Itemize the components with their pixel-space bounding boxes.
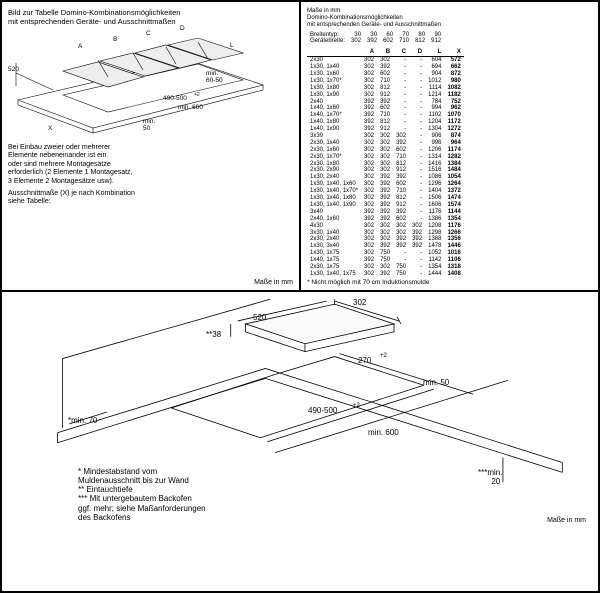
- dim-520b: 520: [253, 313, 266, 322]
- dim-min6050: min. 60-50: [206, 70, 223, 84]
- dim-490: 490-500: [163, 95, 187, 102]
- footer-masse-2: Maße in mm: [547, 517, 586, 524]
- table-row: 1x40, 1x80392812--12041172: [307, 119, 464, 126]
- table-row: 1x30, 1x40, 1x70*302392710-14041372: [307, 188, 464, 195]
- text-montage: Bei Einbau zweier oder mehrerer Elemente…: [8, 144, 293, 186]
- note-3: *** Mit untergebautem Backofen ggf. mehr…: [78, 494, 358, 522]
- title-top-left: Bild zur Tabelle Domino-Kombinationsmögl…: [8, 8, 293, 26]
- dim-L: L: [230, 42, 234, 49]
- dim-p2: +2: [194, 92, 200, 98]
- dim-min600: min. 600: [178, 104, 203, 111]
- note-1: * Mindestabstand vom Muldenausschnitt bi…: [78, 467, 358, 485]
- note-2: ** Eintauchtiefe: [78, 485, 358, 494]
- table-row: 2x30, 1x80302302812-14161384: [307, 161, 464, 168]
- dim-min50: min. 50: [143, 118, 155, 132]
- dim-270: 270: [358, 356, 371, 365]
- dim-min20: ***min. 20: [478, 468, 502, 486]
- title-top-right: Maße in mm Domino-Kombinationsmöglichkei…: [307, 8, 592, 30]
- table-row: 2x40, 1x60392392602-13861354: [307, 216, 464, 223]
- dim-p2b: +2: [353, 403, 360, 409]
- table-row: 1x30, 1x90302912--12141182: [307, 92, 464, 99]
- table-row: 2x30, 1x70*302302710-13141282: [307, 154, 464, 161]
- table-row: 3x40392392392-11761144: [307, 209, 464, 216]
- installation-diagram: 302 520 **38 270 +2 min. 50 490-500 +2 m…: [8, 298, 592, 528]
- table-row: 1x30, 3x4030239239239214781446: [307, 243, 464, 250]
- table-row: 1x40, 1x60392602--994962: [307, 105, 464, 112]
- table-row: 1x30, 1x75302750--10521016: [307, 250, 464, 257]
- table-row: 1x30, 1x40, 1x90302392912-16061574: [307, 202, 464, 209]
- dim-A: A: [78, 43, 82, 50]
- table-row: 1x40, 1x75392750--11421106: [307, 257, 464, 264]
- table-row: 1x30, 1x40, 1x75302392750-14441408: [307, 271, 464, 278]
- panel-table: Maße in mm Domino-Kombinationsmöglichkei…: [300, 1, 599, 291]
- table-row: 2x30, 2x4030230239239213881356: [307, 236, 464, 243]
- dim-38: **38: [206, 330, 221, 339]
- dim-min70: *min. 70: [68, 416, 97, 425]
- dim-520: 520: [8, 66, 19, 73]
- dim-p2a: +2: [380, 353, 387, 359]
- table-row: 2x30, 1x75302302750-13541318: [307, 264, 464, 271]
- dim-min50b: min. 50: [423, 378, 449, 387]
- table-row: 1x30, 1x40, 1x80302392812-15061474: [307, 195, 464, 202]
- panel-installation-diagram: 302 520 **38 270 +2 min. 50 490-500 +2 m…: [1, 291, 599, 592]
- table-row: 2x30, 1x40302302392-996964: [307, 140, 464, 147]
- table-row: 1x40, 1x70*392710--11021070: [307, 112, 464, 119]
- table-row: 3x30, 1x4030230230239212981266: [307, 230, 464, 237]
- table-row: 3x30302302302-906874: [307, 133, 464, 140]
- dim-X: X: [48, 125, 52, 132]
- notes-block: * Mindestabstand vom Muldenausschnitt bi…: [78, 467, 358, 522]
- table-row: 1x30, 2x40302392392-10861054: [307, 174, 464, 181]
- table-row: 2x30302302--604572: [307, 57, 464, 64]
- footnote-70cm: * Nicht möglich mit 70 cm Induktionsmuld…: [307, 279, 429, 286]
- dim-min600b: min. 600: [368, 428, 399, 437]
- footer-masse-1: Maße in mm: [254, 279, 293, 286]
- dim-C: C: [146, 30, 151, 37]
- table-row: 2x40392392--784752: [307, 99, 464, 106]
- isometric-diagram: 520 A B C D L X min. 60-50 490-500 +2 mi…: [8, 30, 268, 140]
- dim-D: D: [180, 25, 185, 32]
- dimensions-table: ABCDLX 2x30302302--6045721x30, 1x4030239…: [307, 49, 464, 277]
- table-row: 1x30, 1x40302392--694662: [307, 64, 464, 71]
- table-row: 1x30, 1x70*302710--1012980: [307, 78, 464, 85]
- dim-B: B: [113, 36, 117, 43]
- table-row: 1x30, 1x80302812--11141082: [307, 85, 464, 92]
- table-row: 4x3030230230230212081176: [307, 223, 464, 230]
- typ-label: Breitentyp: Gerätebreite:: [307, 32, 348, 46]
- panel-exploded-diagram: Bild zur Tabelle Domino-Kombinationsmögl…: [1, 1, 300, 291]
- table-row: 1x40, 1x90392912--13041272: [307, 126, 464, 133]
- dim-302: 302: [353, 298, 366, 307]
- text-ausschnitt: Ausschnittmaße (X) je nach Kombination s…: [8, 190, 293, 207]
- dim-490b: 490-500: [308, 406, 337, 415]
- table-row: 1x30, 1x60302602--904872: [307, 71, 464, 78]
- table-row: 2x30, 1x60302302602-12061174: [307, 147, 464, 154]
- breitentyp-table: Breitentyp: Gerätebreite: 30 30230 392 6…: [307, 32, 444, 46]
- table-row: 1x30, 1x40, 1x60302392602-12961264: [307, 181, 464, 188]
- table-row: 2x30, 2x90302302912-15161484: [307, 167, 464, 174]
